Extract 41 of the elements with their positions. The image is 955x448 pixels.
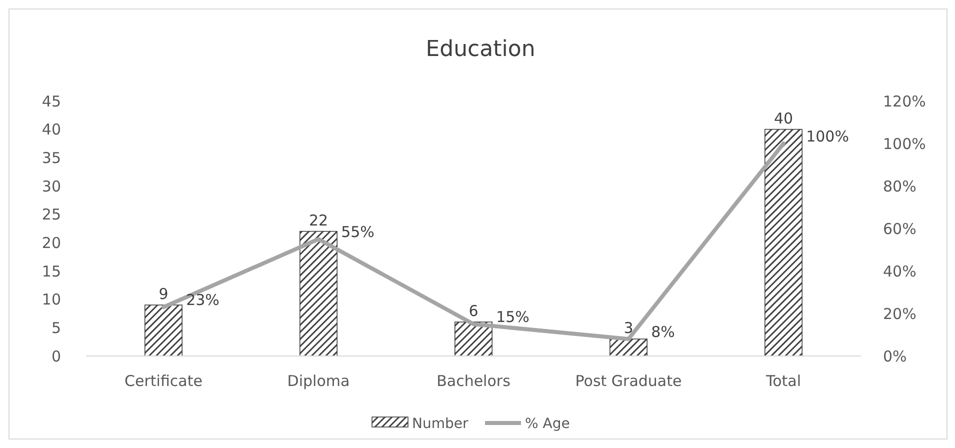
y2-tick-label: 20% <box>883 304 916 323</box>
y-tick-label: 45 <box>42 92 61 110</box>
y-tick-label: 20 <box>42 234 61 252</box>
x-tick-label: Total <box>764 372 802 390</box>
y-tick-label: 15 <box>42 262 61 280</box>
data-label: 3 <box>624 319 634 337</box>
chart-title: Education <box>426 37 536 62</box>
bar <box>300 230 338 356</box>
y2-tick-label: 60% <box>883 220 916 238</box>
y-tick-label: 10 <box>42 290 61 309</box>
data-label: 15% <box>496 308 530 326</box>
x-tick-label: Diploma <box>287 372 350 390</box>
y-tick-label: 30 <box>42 177 61 196</box>
data-label: 40 <box>774 109 794 128</box>
x-tick-label: Post Graduate <box>575 372 682 390</box>
y2-tick-label: 40% <box>883 262 916 280</box>
y-tick-label: 5 <box>51 318 61 337</box>
data-label: 23% <box>186 291 220 310</box>
y-tick-label: 25 <box>42 206 61 224</box>
y-tick-label: 0 <box>51 347 61 366</box>
bar <box>764 128 802 356</box>
bar <box>144 304 182 356</box>
data-label: 6 <box>468 302 478 320</box>
y-tick-label: 40 <box>42 120 61 139</box>
legend-label: % Age <box>525 416 570 432</box>
y-tick-label: 35 <box>42 148 61 167</box>
line-series <box>162 142 786 341</box>
data-label: 55% <box>341 223 374 242</box>
legend-label: Number <box>412 416 468 432</box>
y2-tick-label: 100% <box>883 134 926 153</box>
data-label: 9 <box>158 285 168 303</box>
y2-tick-label: 80% <box>883 177 916 196</box>
y2-tick-label: 0% <box>883 347 907 366</box>
x-tick-label: Bachelors <box>436 372 511 390</box>
data-label: 100% <box>806 128 849 146</box>
bar <box>610 338 648 356</box>
x-tick-label: Certificate <box>124 372 202 390</box>
bar <box>454 322 492 356</box>
data-label: 8% <box>651 323 675 341</box>
y2-tick-label: 120% <box>883 92 926 110</box>
data-label: 22 <box>308 211 328 230</box>
